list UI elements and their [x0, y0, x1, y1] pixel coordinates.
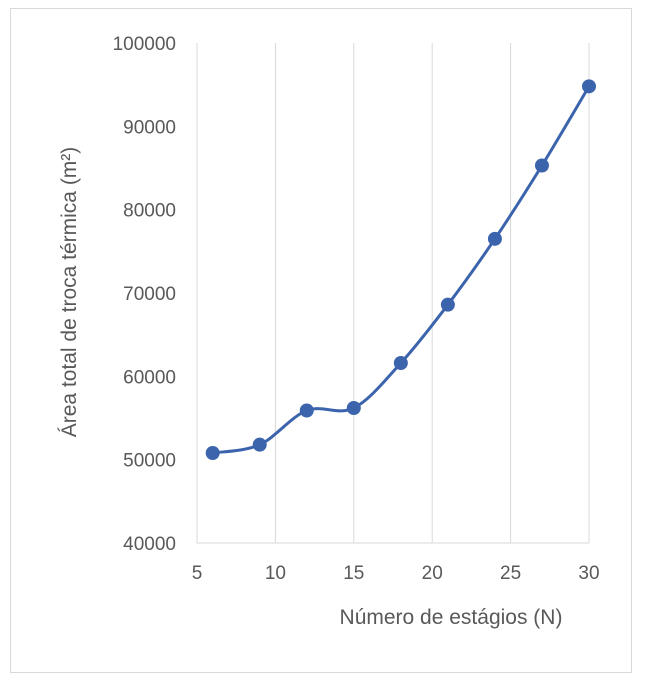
y-tick-label: 60000 [123, 367, 176, 388]
y-tick-label: 40000 [123, 534, 176, 555]
x-tick-label: 10 [265, 563, 286, 584]
y-tick-label: 70000 [123, 284, 176, 305]
y-axis-title: Área total de troca térmica (m²) [58, 147, 81, 438]
data-point [299, 403, 314, 418]
x-tick-label: 15 [343, 563, 364, 584]
x-tick-label: 25 [500, 563, 521, 584]
x-axis-title: Número de estágios (N) [340, 606, 563, 629]
x-tick-label: 30 [578, 563, 599, 584]
x-tick-labels: 5 10 15 20 25 30 [192, 563, 600, 584]
data-point [252, 437, 267, 452]
y-tick-label: 90000 [123, 117, 176, 138]
y-tick-label: 50000 [123, 451, 176, 472]
chart-frame [10, 8, 632, 673]
series [205, 79, 596, 460]
data-point [534, 158, 549, 173]
x-tick-label: 20 [422, 563, 443, 584]
y-tick-label: 100000 [113, 34, 176, 55]
x-tick-label: 5 [192, 563, 203, 584]
data-point [487, 231, 502, 246]
data-point [393, 356, 408, 370]
data-point [582, 79, 596, 94]
data-point [440, 297, 455, 312]
y-tick-label: 80000 [123, 201, 176, 222]
y-tick-labels: 40000 50000 60000 70000 80000 90000 100000 [113, 34, 176, 555]
data-point [346, 401, 361, 415]
gridlines [196, 43, 590, 544]
series-line [211, 84, 591, 455]
data-point [205, 446, 220, 460]
